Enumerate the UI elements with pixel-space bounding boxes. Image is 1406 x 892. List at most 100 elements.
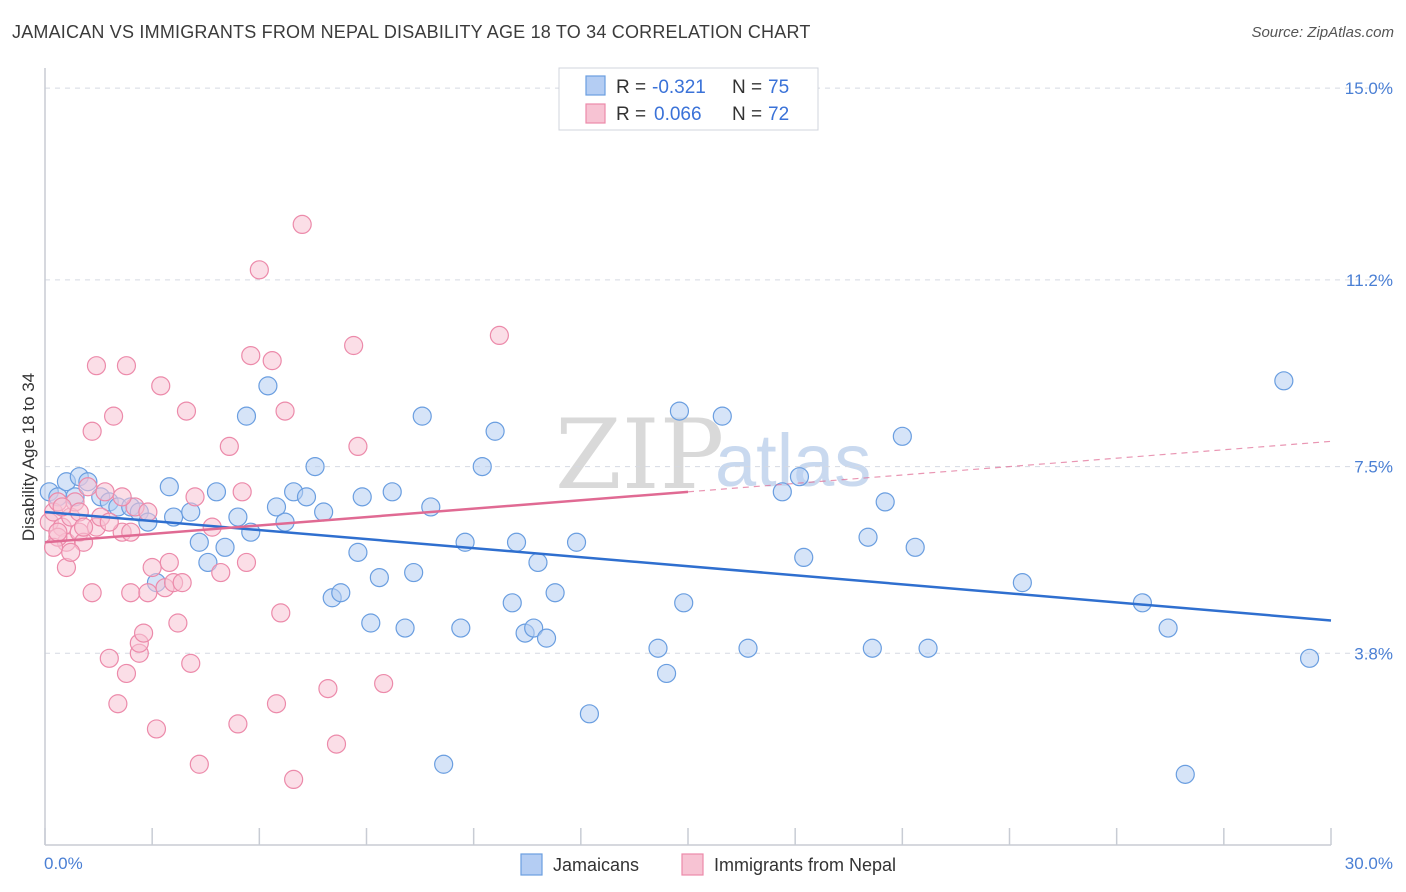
point-0-20	[228, 507, 248, 527]
point-1-19	[116, 663, 137, 684]
point-1-54	[348, 436, 368, 457]
point-0-28	[305, 456, 325, 477]
source-label: Source: ZipAtlas.com	[1251, 24, 1394, 41]
y-tick-label-1: 7.5%	[1354, 458, 1393, 477]
point-0-44	[472, 456, 492, 477]
point-0-42	[451, 618, 471, 638]
series-jamaicans-points	[39, 371, 1320, 784]
point-0-70	[1012, 573, 1032, 593]
point-1-70	[73, 517, 94, 537]
point-1-41	[232, 482, 252, 502]
point-1-9	[78, 477, 98, 497]
point-0-59	[712, 406, 732, 426]
point-0-16	[189, 532, 209, 552]
point-1-69	[138, 502, 158, 522]
y-tick-label-3: 15.0%	[1345, 79, 1393, 98]
point-0-29	[314, 502, 334, 522]
point-0-41	[434, 754, 454, 774]
point-1-45	[262, 351, 282, 371]
point-1-44	[249, 260, 269, 280]
point-0-33	[352, 487, 372, 507]
point-0-18	[206, 482, 227, 502]
point-1-10	[82, 583, 102, 603]
legend-n-value-2: 72	[768, 104, 789, 125]
point-1-24	[133, 623, 154, 643]
trend-line-jamaicans	[44, 510, 1332, 622]
point-1-49	[284, 769, 304, 790]
point-0-47	[506, 532, 527, 552]
point-0-37	[395, 618, 415, 638]
point-1-25	[138, 583, 158, 603]
point-0-21	[236, 406, 257, 426]
x-axis-ticks	[44, 828, 1332, 845]
point-0-72	[1158, 618, 1178, 638]
series-legend: Jamaicans Immigrants from Nepal	[520, 853, 896, 876]
x-tick-label-min: 0.0%	[44, 854, 83, 873]
point-0-55	[648, 638, 668, 658]
watermark-atlas: atlas	[715, 419, 871, 502]
point-1-40	[228, 714, 248, 734]
point-0-68	[905, 537, 925, 557]
point-1-16	[103, 406, 124, 426]
point-0-53	[566, 532, 587, 552]
point-1-57	[86, 356, 107, 376]
point-1-43	[241, 345, 261, 366]
point-1-30	[159, 552, 179, 573]
point-0-62	[789, 467, 810, 487]
point-1-67	[61, 542, 81, 562]
point-1-48	[275, 401, 295, 421]
point-0-23	[258, 376, 278, 396]
point-0-58	[674, 593, 694, 613]
point-0-19	[215, 537, 235, 557]
legend-n-label-1: N =	[732, 77, 762, 98]
point-1-34	[181, 653, 201, 673]
point-0-61	[772, 482, 792, 502]
point-0-60	[738, 638, 758, 658]
trend-lines	[44, 440, 1332, 622]
point-0-45	[485, 421, 505, 441]
point-1-11	[82, 421, 102, 441]
point-1-68	[112, 487, 132, 507]
point-1-71	[48, 522, 68, 542]
legend-n-value-1: 75	[768, 77, 789, 98]
legend-r-label-1: R =	[616, 77, 646, 98]
bottom-legend-label-nepal: Immigrants from Nepal	[714, 855, 896, 875]
point-1-36	[189, 754, 209, 774]
legend-r-label-2: R =	[616, 104, 646, 125]
point-1-58	[116, 356, 137, 376]
point-1-38	[211, 562, 231, 583]
point-1-53	[344, 335, 364, 356]
point-1-33	[176, 401, 197, 421]
point-0-65	[862, 638, 882, 658]
point-1-15	[99, 648, 119, 668]
point-0-34	[361, 613, 381, 633]
bottom-legend-swatch-nepal	[681, 853, 704, 876]
point-1-55	[374, 673, 394, 694]
gridlines	[45, 87, 1393, 654]
point-0-57	[669, 401, 690, 421]
x-tick-label-max: 30.0%	[1345, 854, 1393, 873]
point-0-73	[1175, 764, 1195, 784]
point-1-27	[146, 719, 167, 739]
point-0-49	[524, 618, 544, 638]
point-1-56	[489, 325, 509, 346]
point-1-66	[172, 573, 192, 593]
point-0-35	[369, 567, 389, 588]
point-1-14	[95, 482, 115, 502]
point-0-69	[918, 638, 938, 658]
point-0-27	[296, 487, 317, 507]
point-0-46	[502, 593, 522, 613]
trend-line-nepal-dashed	[687, 440, 1332, 493]
point-0-75	[1299, 648, 1320, 668]
point-1-20	[121, 583, 141, 603]
y-axis-label: Disability Age 18 to 34	[19, 373, 38, 541]
point-1-17	[108, 694, 128, 714]
point-0-64	[858, 527, 878, 547]
legend-swatch-nepal	[585, 103, 606, 124]
point-1-50	[292, 214, 312, 235]
point-0-24	[266, 497, 287, 517]
point-1-42	[236, 552, 257, 573]
point-1-52	[326, 734, 347, 754]
point-0-31	[331, 583, 351, 603]
point-1-39	[219, 436, 239, 457]
